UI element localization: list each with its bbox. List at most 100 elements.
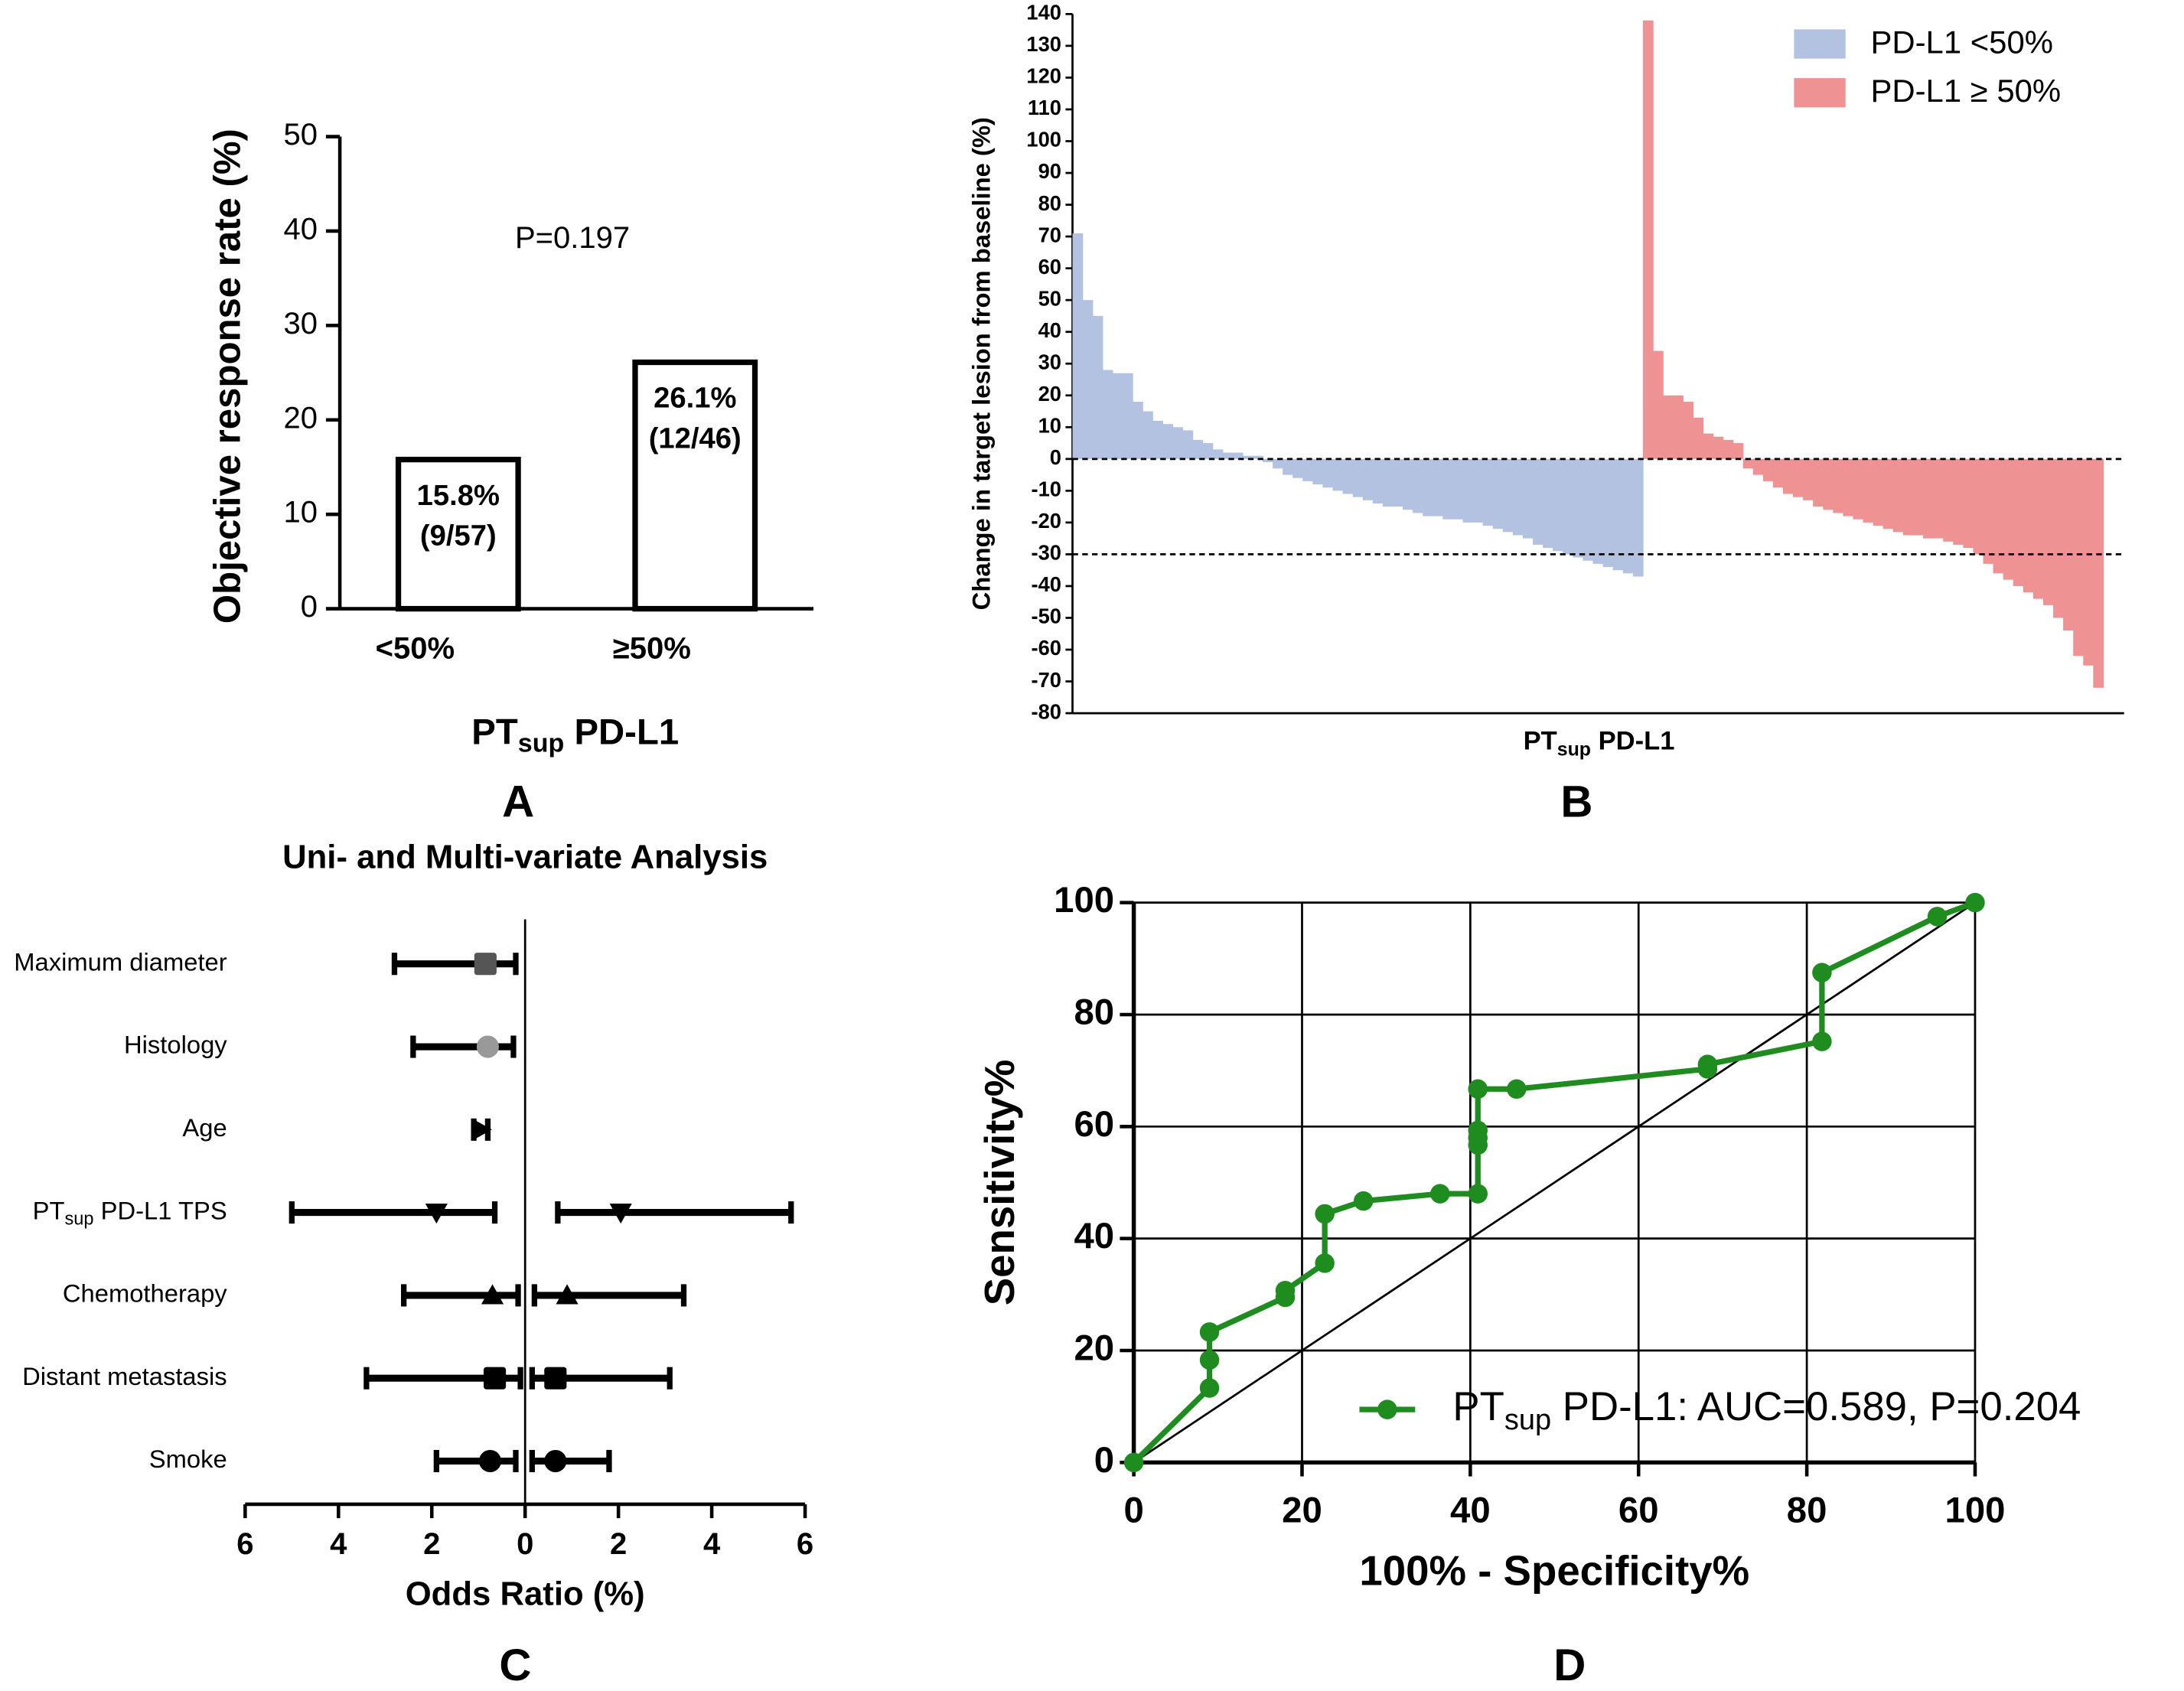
bar xyxy=(1292,458,1304,478)
category-label-part: PT xyxy=(33,1196,65,1224)
marker xyxy=(484,1367,507,1390)
x-tick-label: 2 xyxy=(423,1527,440,1561)
point xyxy=(1468,1184,1488,1204)
y-tick-label: 90 xyxy=(1038,159,1061,183)
bar xyxy=(1382,458,1394,507)
bar xyxy=(1793,458,1804,497)
x-axis-label-part: PD-L1 xyxy=(1591,726,1675,755)
bar xyxy=(1853,458,1864,520)
legend-label-part: PT xyxy=(1452,1384,1504,1429)
y-tick-label: -30 xyxy=(1032,541,1061,565)
y-axis-label: Change in target lesion from baseline (%… xyxy=(967,117,996,610)
bar xyxy=(1683,402,1694,459)
bar xyxy=(1733,443,1744,459)
bar xyxy=(1652,350,1664,459)
x-axis-label-part: sup xyxy=(1557,738,1591,760)
point xyxy=(1315,1204,1335,1224)
bar xyxy=(1602,458,1614,568)
bar xyxy=(2083,458,2094,666)
y-tick-label: 30 xyxy=(283,307,318,340)
y-tick-label: 20 xyxy=(1074,1328,1114,1368)
point xyxy=(1353,1191,1374,1211)
y-axis-label: Sensitivity% xyxy=(976,1060,1023,1306)
panel-label: D xyxy=(1553,1640,1586,1690)
bar xyxy=(1803,458,1814,500)
bar xyxy=(1372,458,1384,503)
bar xyxy=(1583,458,1594,561)
bar xyxy=(1472,458,1484,523)
category-label: Smoke xyxy=(149,1445,227,1473)
bar xyxy=(1462,458,1474,523)
y-tick-label: 50 xyxy=(283,118,318,152)
bar xyxy=(1573,458,1584,558)
bar xyxy=(1442,458,1454,520)
y-tick-label: 60 xyxy=(1074,1104,1114,1145)
bar xyxy=(1092,315,1103,459)
y-tick-label: 80 xyxy=(1038,191,1061,215)
point xyxy=(1315,1253,1335,1273)
bar xyxy=(1302,458,1314,481)
y-tick-label: 20 xyxy=(283,401,318,435)
x-axis-label-part: PT xyxy=(1524,726,1557,755)
chart-title: Uni- and Multi-variate Analysis xyxy=(282,839,768,876)
legend-label: PTsup PD-L1: AUC=0.589, P=0.204 xyxy=(1452,1384,2081,1436)
point xyxy=(1123,1452,1144,1473)
bar xyxy=(1973,458,1984,555)
bar xyxy=(1072,233,1084,459)
bar xyxy=(1843,458,1854,516)
bar xyxy=(1082,300,1094,459)
bar xyxy=(2042,458,2054,605)
bar xyxy=(1492,458,1504,529)
y-tick-label: -10 xyxy=(1032,477,1061,501)
legend-swatch xyxy=(1794,78,1846,108)
panel-label: C xyxy=(499,1640,531,1690)
point xyxy=(1199,1322,1220,1342)
bar xyxy=(1392,458,1403,507)
bar xyxy=(1312,458,1324,485)
bar xyxy=(1782,458,1794,494)
annotation: P=0.197 xyxy=(515,221,630,255)
x-tick-label: 20 xyxy=(1282,1490,1322,1530)
x-axis-label: PTsup PD-L1 xyxy=(1524,726,1675,760)
bar xyxy=(1132,402,1143,459)
x-tick-label: 0 xyxy=(1123,1490,1143,1530)
y-tick-label: 40 xyxy=(1074,1216,1114,1256)
bar xyxy=(1182,430,1194,459)
y-tick-label: 40 xyxy=(1038,318,1061,342)
y-tick-label: 60 xyxy=(1038,255,1061,279)
series-line xyxy=(1132,900,1977,1465)
bar xyxy=(1502,458,1514,533)
y-tick-label: 10 xyxy=(1038,414,1061,438)
marker xyxy=(478,1449,502,1473)
legend-label-part: PD-L1: AUC=0.589, P=0.204 xyxy=(1551,1384,2081,1429)
point xyxy=(1430,1184,1450,1204)
bar xyxy=(1892,458,1904,533)
y-tick-label: -60 xyxy=(1032,636,1061,660)
bar xyxy=(1362,458,1374,500)
bar xyxy=(2093,458,2104,688)
bar xyxy=(1423,458,1434,516)
bar xyxy=(1212,449,1224,459)
bar xyxy=(1162,424,1174,459)
y-tick-label: 120 xyxy=(1026,64,1061,88)
bar xyxy=(1232,452,1244,459)
bar xyxy=(1273,458,1283,469)
x-axis-label: 100% - Specificity% xyxy=(1359,1547,1749,1594)
bar xyxy=(1833,458,1844,513)
x-tick-label: 60 xyxy=(1618,1490,1659,1530)
x-tick-label: 0 xyxy=(517,1527,533,1561)
bar xyxy=(2023,458,2034,593)
category-label-part: PD-L1 TPS xyxy=(94,1196,227,1224)
category-label: Chemotherapy xyxy=(63,1279,227,1308)
point xyxy=(1468,1120,1488,1141)
marker xyxy=(476,1035,499,1058)
bar xyxy=(1143,411,1153,459)
bar xyxy=(1933,458,1944,539)
x-tick-label: <50% xyxy=(376,632,455,666)
category-label-part: sup xyxy=(65,1209,94,1229)
x-tick-label: 80 xyxy=(1787,1490,1827,1530)
category-label: PTsup PD-L1 TPS xyxy=(33,1196,227,1228)
marker xyxy=(609,1203,632,1224)
bar xyxy=(1242,455,1253,459)
bar xyxy=(1772,458,1784,488)
